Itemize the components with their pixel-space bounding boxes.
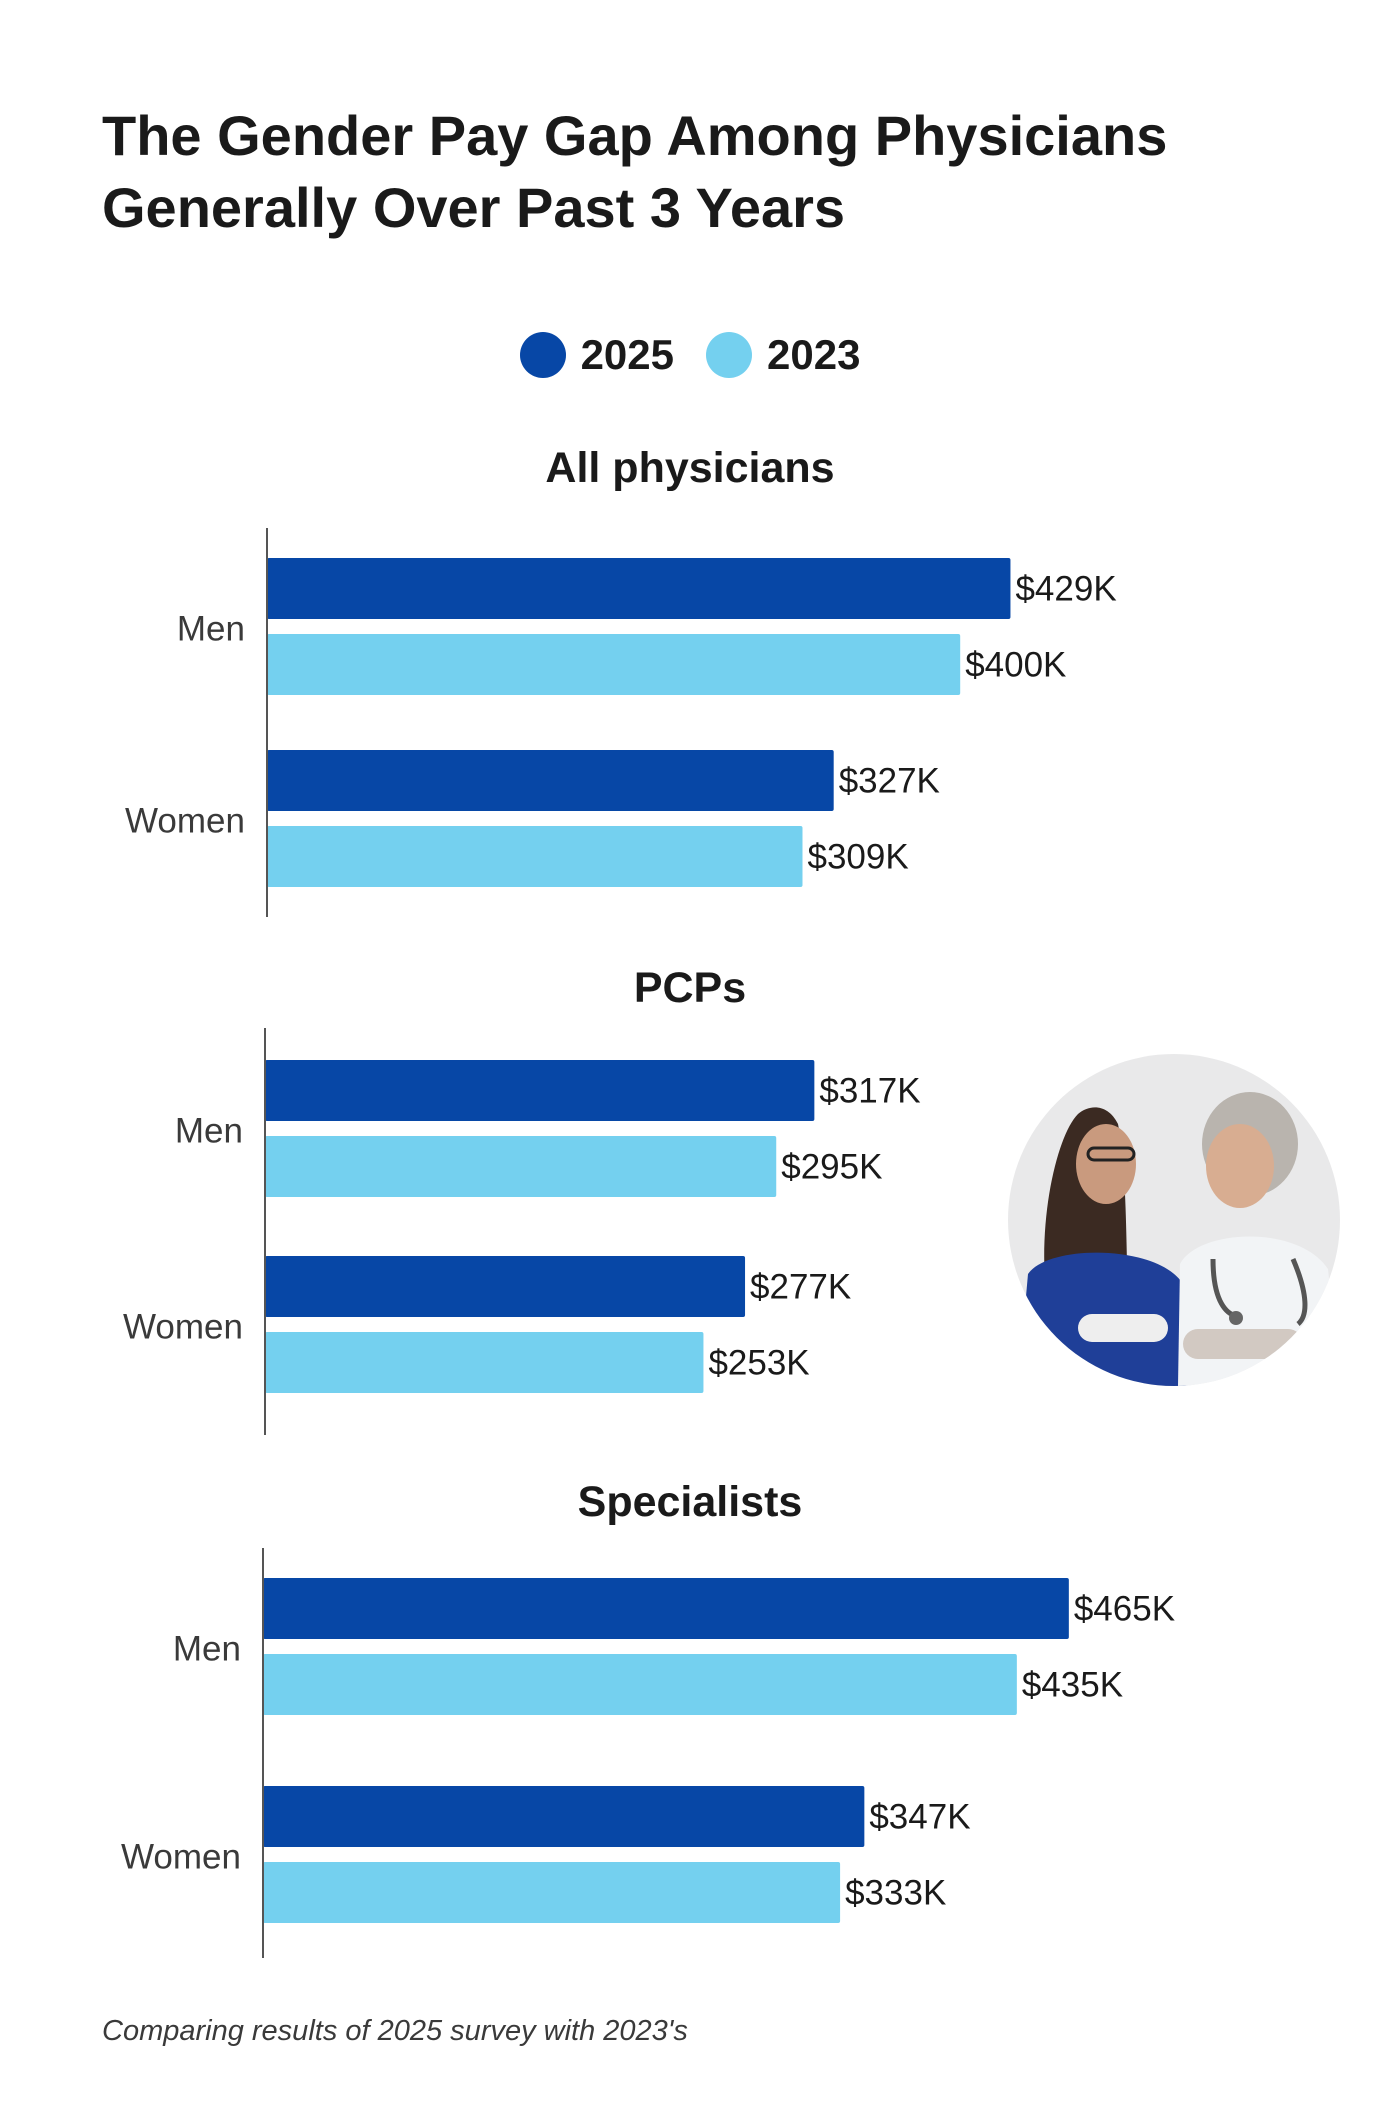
data-label-all-physicians-men-2023: $400K — [965, 646, 1066, 685]
legend-label-2023: 2023 — [767, 331, 861, 378]
data-label-all-physicians-men-2025: $429K — [1015, 570, 1116, 609]
data-label-all-physicians-women-2023: $309K — [807, 838, 908, 877]
bar-specialists-women-2023 — [263, 1862, 841, 1923]
category-label-specialists-men: Men — [173, 1630, 241, 1669]
chart-title-line-2: Generally Over Past 3 Years — [102, 176, 846, 239]
legend-item-2025: 2025 — [519, 331, 674, 379]
panel-title-all-physicians: All physicians — [545, 444, 834, 492]
bar-pcps-women-2025 — [265, 1256, 746, 1317]
data-label-pcps-women-2023: $253K — [708, 1344, 809, 1383]
bar-specialists-men-2025 — [263, 1578, 1069, 1639]
legend-label-2025: 2025 — [580, 331, 674, 378]
panel-title-specialists: Specialists — [578, 1478, 803, 1526]
data-label-all-physicians-women-2025: $327K — [839, 762, 940, 801]
data-label-specialists-women-2023: $333K — [845, 1874, 946, 1913]
bar-pcps-men-2025 — [265, 1060, 815, 1121]
data-label-specialists-men-2023: $435K — [1022, 1666, 1123, 1705]
data-label-specialists-women-2025: $347K — [869, 1798, 970, 1837]
bar-all-physicians-men-2023 — [267, 634, 961, 695]
category-label-all-physicians-women: Women — [125, 802, 245, 841]
bar-all-physicians-men-2025 — [267, 558, 1011, 619]
data-label-pcps-men-2025: $317K — [819, 1072, 920, 1111]
panel-title-pcps: PCPs — [634, 964, 746, 1012]
category-label-all-physicians-men: Men — [177, 610, 245, 649]
legend-item-2023: 2023 — [706, 331, 860, 379]
chart-title: The Gender Pay Gap Among Physicians Gene… — [102, 100, 1302, 244]
data-label-pcps-men-2023: $295K — [781, 1148, 882, 1187]
legend-swatch-2025 — [519, 332, 566, 378]
data-label-specialists-men-2025: $465K — [1074, 1590, 1175, 1629]
bar-pcps-men-2023 — [265, 1136, 777, 1197]
data-label-pcps-women-2025: $277K — [750, 1268, 851, 1307]
legend: 2025 2023 — [0, 325, 1380, 385]
bar-pcps-women-2023 — [265, 1332, 704, 1393]
category-label-pcps-men: Men — [175, 1112, 243, 1151]
photo-illustration — [1008, 1054, 1340, 1386]
bar-all-physicians-women-2023 — [267, 826, 803, 887]
bar-all-physicians-women-2025 — [267, 750, 834, 811]
chart-title-line-1: The Gender Pay Gap Among Physicians — [102, 104, 1168, 167]
category-label-specialists-women: Women — [121, 1838, 241, 1877]
category-label-pcps-women: Women — [123, 1308, 243, 1347]
legend-swatch-2023 — [706, 332, 752, 378]
bar-specialists-women-2025 — [263, 1786, 865, 1847]
footnote: Comparing results of 2025 survey with 20… — [102, 2015, 688, 2047]
bar-specialists-men-2023 — [263, 1654, 1017, 1715]
two-physicians-photo — [1008, 1054, 1340, 1386]
